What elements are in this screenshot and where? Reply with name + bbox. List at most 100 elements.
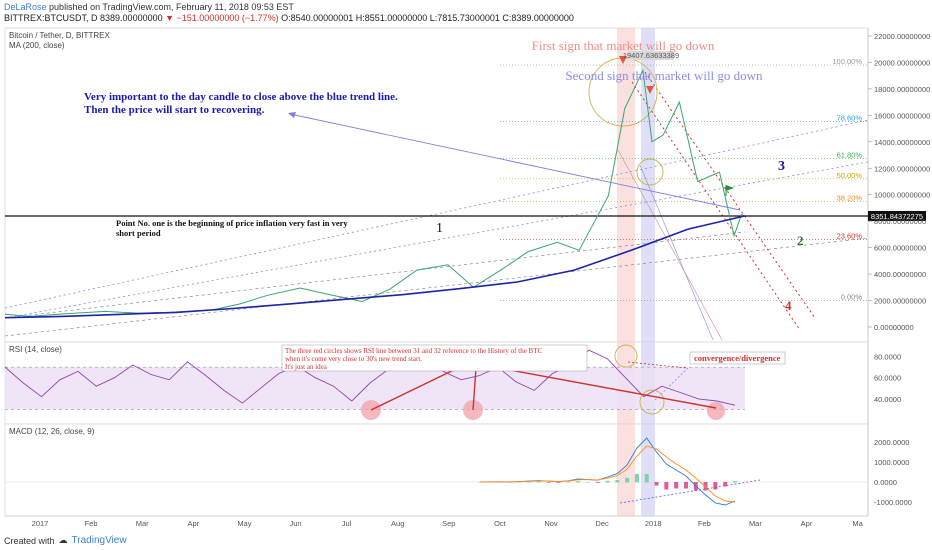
label-2: 2 <box>797 233 804 248</box>
author-name[interactable]: DeLaRose <box>4 2 47 12</box>
macd-hist-bar <box>674 482 679 489</box>
published-text: published on TradingView.com, February 1… <box>49 2 294 12</box>
first-sign-zone <box>617 28 635 516</box>
point-one-note-line1: Point No. one is the beginning of price … <box>116 218 348 228</box>
macd-pane[interactable] <box>4 423 869 517</box>
fib-level-label: 0.00% <box>841 293 863 302</box>
macd-hist-bar <box>683 482 688 489</box>
blue-trend-line-upper[interactable] <box>4 119 869 309</box>
price-pane-title: Bitcoin / Tether, D, BITTREX <box>9 31 110 40</box>
macd-hist-bar <box>556 482 561 483</box>
time-axis-label: Dec <box>595 519 609 528</box>
ohlc-values: O:8540.00000001 H:8551.00000000 L:7815.7… <box>281 13 574 23</box>
macd-hist-bar <box>576 481 581 483</box>
time-axis-label: Feb <box>85 519 98 528</box>
macd-pane-title: MACD (12, 26, close, 9) <box>9 427 95 436</box>
macd-hist-bar <box>723 482 728 487</box>
created-with: Created with <box>4 535 55 546</box>
time-axis-label: Aug <box>391 519 404 528</box>
macd-hist-bar <box>536 481 541 483</box>
tradingview-logo-icon: ☁ <box>58 535 68 545</box>
time-axis-label: 2018 <box>645 519 662 528</box>
time-axis-label: Mar <box>749 519 762 528</box>
price-axis-label: 12000.00000000 <box>874 164 930 173</box>
time-axis-label: Apr <box>187 519 199 528</box>
blue-projection[interactable] <box>639 164 714 341</box>
price-axis-label: 22000.00000000 <box>874 32 930 41</box>
macd-hist-bar <box>644 474 649 483</box>
peak-label-box <box>628 51 674 60</box>
publish-line: DeLaRose published on TradingView.com, F… <box>4 2 294 12</box>
time-axis-label: Sep <box>442 519 455 528</box>
blue-note-line1: Very important to the day candle to clos… <box>84 91 398 103</box>
macd-hist-bar <box>615 480 620 483</box>
time-axis-label: Apr <box>801 519 813 528</box>
arrow-to-trend <box>289 113 741 211</box>
price-axis-label: 6000.00000000 <box>874 244 926 253</box>
trading-chart[interactable]: 100.00% 78.60% 61.80% 50.00% 38.20% 23.60% 0.0… <box>0 0 932 535</box>
rsi-axis-label: 60.0000 <box>874 374 901 383</box>
price-axis-label: 2000.00000000 <box>874 297 926 306</box>
rsi-axis-label: 40.0000 <box>874 395 901 404</box>
ma-title: MA (200, close) <box>9 41 65 50</box>
price-change: ▼ −151.00000000 (−1.77%) <box>165 13 279 23</box>
time-axis-label: Mar <box>136 519 149 528</box>
fib-level-label: 38.20% <box>837 193 863 202</box>
symbol-label: BITTREX:BTCUSDT, D <box>4 13 98 23</box>
price-axis-label: 16000.00000000 <box>874 111 930 120</box>
label-3: 3 <box>778 159 785 174</box>
macd-hist-bar <box>703 482 708 491</box>
first-sign-arrow <box>619 56 627 64</box>
fib-level-label: 100.00% <box>832 57 862 66</box>
rsi-series[interactable] <box>4 349 736 406</box>
second-sign-arrow <box>646 86 654 94</box>
symbol-line: BITTREX:BTCUSDT, D 8389.00000000 ▼ −151.… <box>4 13 574 23</box>
fib-level-label: 50.00% <box>837 171 863 180</box>
peak-label: 19407.63633389 <box>623 51 679 60</box>
lower-trend-line[interactable] <box>4 231 746 319</box>
macd-axis-label: 0.0000 <box>874 478 897 487</box>
time-axis-label: 2017 <box>32 519 49 528</box>
last-price-axis-label: 8351.84372275 <box>871 212 923 221</box>
macd-hist-bar <box>585 482 590 483</box>
red-projection[interactable] <box>617 149 723 341</box>
price-axis-label: 14000.00000000 <box>874 138 930 147</box>
rsi-note-line1: The three red circles shows RSI line bet… <box>285 347 542 355</box>
blue-trend-line-lower[interactable] <box>4 161 869 319</box>
macd-hist-bar <box>713 482 718 490</box>
last-price-box <box>868 211 926 221</box>
macd-hist-bar <box>595 482 600 483</box>
rsi-pane-title: RSI (14, close) <box>9 345 62 354</box>
time-axis-label: Jun <box>289 519 301 528</box>
macd-hist-bar <box>664 482 669 490</box>
rsi-trend-line[interactable] <box>476 363 717 409</box>
rsi-note-box <box>281 344 588 372</box>
blue-note-line2: Then the price will start to recovering. <box>84 104 265 116</box>
rsi-second-circle <box>639 389 665 415</box>
footer: Created with ☁ TradingView <box>4 535 127 546</box>
second-sign-zone <box>641 28 655 516</box>
second-circle <box>636 158 664 186</box>
price-axis-label: 20000.00000000 <box>874 58 930 67</box>
macd-hist-bar <box>566 481 571 483</box>
price-pane[interactable] <box>4 27 869 343</box>
tradingview-brand[interactable]: TradingView <box>71 535 127 546</box>
fib-level-label: 61.80% <box>837 150 863 159</box>
rsi-axis-label: 80.0000 <box>874 353 901 362</box>
macd-hist-bar <box>733 481 737 483</box>
macd-hist-bar <box>546 482 551 483</box>
rsi-circle-3 <box>707 402 725 420</box>
first-sign-text: First sign that market will go down <box>532 38 715 53</box>
price-axis-label: 10000.00000000 <box>874 191 930 200</box>
price-axis-label: 4000.00000000 <box>874 270 926 279</box>
macd-hist-bar <box>527 481 532 483</box>
last-price: 8389.00000000 <box>100 13 163 23</box>
convergence-text: convergence/divergence <box>694 353 781 363</box>
ma-200-series[interactable] <box>4 215 746 319</box>
point-one-note-line2: short period <box>116 228 161 238</box>
lower-trend-line-2[interactable] <box>4 237 869 337</box>
price-axis-label: 18000.00000000 <box>874 85 930 94</box>
rsi-note-line2: when it's come very close to 30's new tr… <box>285 355 422 363</box>
signal-series[interactable] <box>480 445 736 503</box>
macd-axis-label: 1000.0000 <box>874 458 909 467</box>
